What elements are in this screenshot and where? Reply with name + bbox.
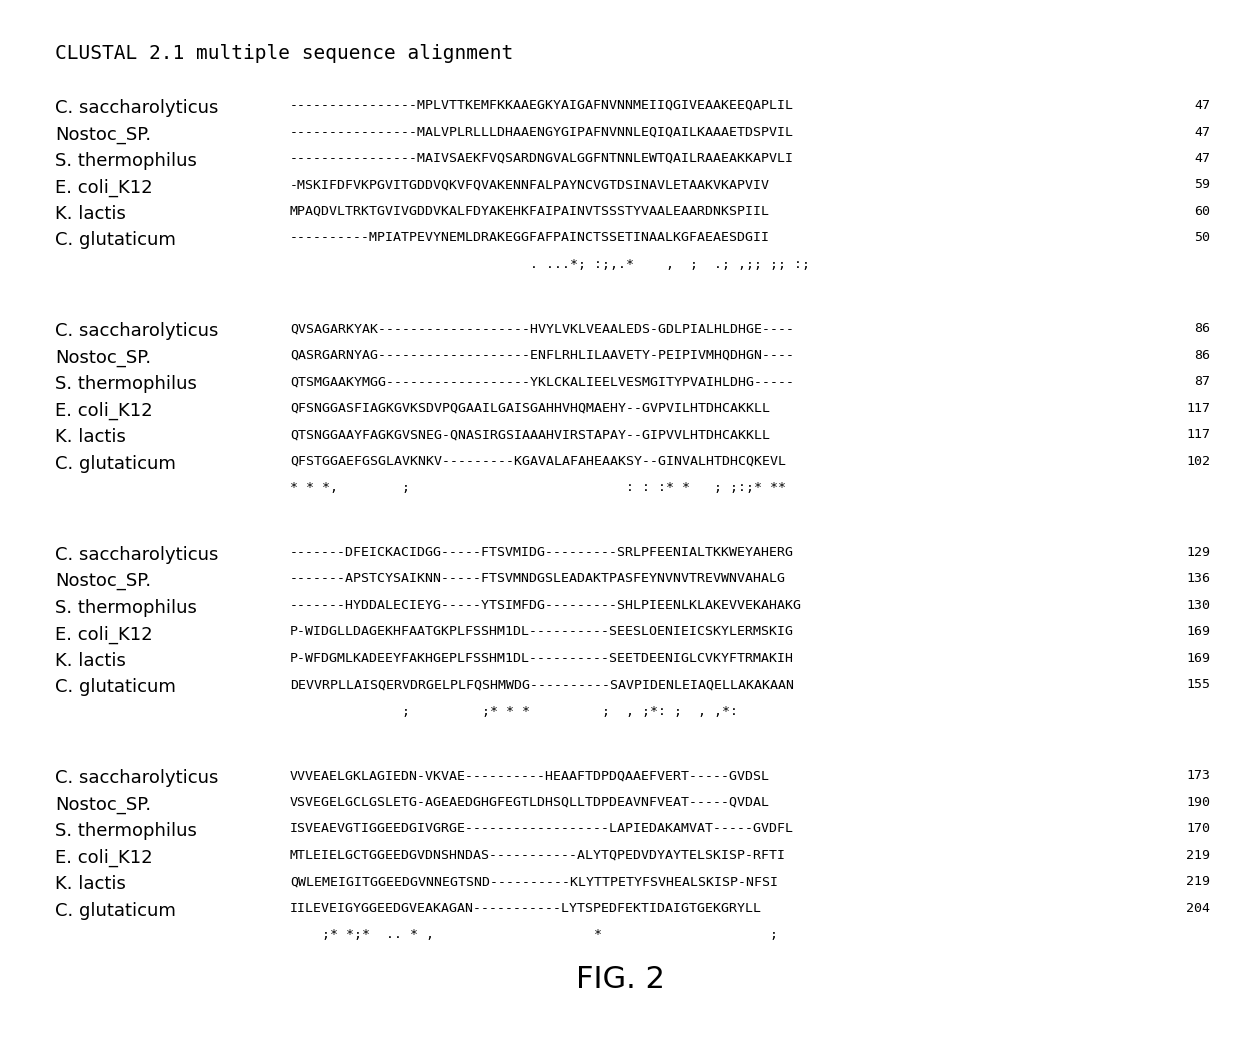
Text: P-WFDGMLKADEEYFAKHGEPLFSSHM1DL----------SEETDEENIGLCVKYFTRMAKIH: P-WFDGMLKADEEYFAKHGEPLFSSHM1DL----------…: [290, 652, 794, 665]
Text: -------APSTCYSAIKNN-----FTSVMNDGSLEADAKTPASFEYNVNVTREVWNVAHALG: -------APSTCYSAIKNN-----FTSVMNDGSLEADAKT…: [290, 572, 786, 586]
Text: ;         ;* * *         ;  , ;*: ;  , ,*:: ; ;* * * ; , ;*: ; , ,*:: [290, 705, 738, 718]
Text: * * *,        ;                           : : :* *   ; ;:;* **: * * *, ; : : :* * ; ;:;* **: [290, 482, 786, 494]
Text: 173: 173: [1185, 769, 1210, 782]
Text: 170: 170: [1185, 822, 1210, 836]
Text: 204: 204: [1185, 902, 1210, 915]
Text: VVVEAELGKLAGIEDN-VKVAE----------HEAAFTDPDQAAEFVERT-----GVDSL: VVVEAELGKLAGIEDN-VKVAE----------HEAAFTDP…: [290, 769, 770, 782]
Text: CLUSTAL 2.1 multiple sequence alignment: CLUSTAL 2.1 multiple sequence alignment: [55, 44, 513, 63]
Text: 169: 169: [1185, 652, 1210, 665]
Text: QTSNGGAAYFAGKGVSNEG-QNASIRGSIAAAHVIRSTAPAY--GIPVVLHTDHCAKKLL: QTSNGGAAYFAGKGVSNEG-QNASIRGSIAAAHVIRSTAP…: [290, 429, 770, 442]
Text: QTSMGAAKYMGG------------------YKLCKALIEELVESMGITYPVAIHLDHG-----: QTSMGAAKYMGG------------------YKLCKALIEE…: [290, 375, 794, 389]
Text: Nostoc_SP.: Nostoc_SP.: [55, 796, 151, 814]
Text: MTLEIELGCTGGEEDGVDNSHNDAS-----------ALYTQPEDVDYAYTELSKISP-RFTI: MTLEIELGCTGGEEDGVDNSHNDAS-----------ALYT…: [290, 850, 786, 862]
Text: Nostoc_SP.: Nostoc_SP.: [55, 572, 151, 590]
Text: -------DFEICKACIDGG-----FTSVMIDG---------SRLPFEENIALTKKWEYAHERG: -------DFEICKACIDGG-----FTSVMIDG--------…: [290, 546, 794, 559]
Text: C. saccharolyticus: C. saccharolyticus: [55, 99, 218, 117]
Text: S. thermophilus: S. thermophilus: [55, 822, 197, 840]
Text: C. saccharolyticus: C. saccharolyticus: [55, 323, 218, 340]
Text: Nostoc_SP.: Nostoc_SP.: [55, 125, 151, 143]
Text: 59: 59: [1194, 178, 1210, 192]
Text: K. lactis: K. lactis: [55, 876, 126, 894]
Text: S. thermophilus: S. thermophilus: [55, 375, 197, 393]
Text: K. lactis: K. lactis: [55, 429, 126, 447]
Text: QASRGARNYAG-------------------ENFLRHLILAAVETY-PEIPIVMHQDHGN----: QASRGARNYAG-------------------ENFLRHLILA…: [290, 349, 794, 362]
Text: 47: 47: [1194, 152, 1210, 165]
Text: 50: 50: [1194, 232, 1210, 245]
Text: 129: 129: [1185, 546, 1210, 559]
Text: IILEVEIGYGGEEDGVEAKAGAN-----------LYTSPEDFEKTIDAIGTGEKGRYLL: IILEVEIGYGGEEDGVEAKAGAN-----------LYTSPE…: [290, 902, 763, 915]
Text: 117: 117: [1185, 402, 1210, 415]
Text: ;* *;*  .. * ,                    *                     ;: ;* *;* .. * , * ;: [290, 929, 777, 941]
Text: E. coli_K12: E. coli_K12: [55, 402, 153, 421]
Text: 60: 60: [1194, 204, 1210, 218]
Text: FIG. 2: FIG. 2: [575, 965, 665, 994]
Text: 130: 130: [1185, 599, 1210, 612]
Text: 219: 219: [1185, 876, 1210, 889]
Text: K. lactis: K. lactis: [55, 204, 126, 223]
Text: 47: 47: [1194, 125, 1210, 138]
Text: DEVVRPLLAISQERVDRGELPLFQSHMWDG----------SAVPIDENLEIAQELLAKAKAAN: DEVVRPLLAISQERVDRGELPLFQSHMWDG----------…: [290, 679, 794, 691]
Text: -------HYDDALECIEYG-----YTSIMFDG---------SHLPIEENLKLAKEVVEKAHAKG: -------HYDDALECIEYG-----YTSIMFDG--------…: [290, 599, 802, 612]
Text: C. saccharolyticus: C. saccharolyticus: [55, 769, 218, 787]
Text: C. glutaticum: C. glutaticum: [55, 902, 176, 920]
Text: P-WIDGLLDAGEKHFAATGKPLFSSHM1DL----------SEESLOENIEICSKYLERMSKIG: P-WIDGLLDAGEKHFAATGKPLFSSHM1DL----------…: [290, 625, 794, 639]
Text: . ...*; :;,.*    ,  ;  .; ,;; ;; :;: . ...*; :;,.* , ; .; ,;; ;; :;: [290, 258, 810, 271]
Text: C. saccharolyticus: C. saccharolyticus: [55, 546, 218, 564]
Text: C. glutaticum: C. glutaticum: [55, 232, 176, 250]
Text: 219: 219: [1185, 850, 1210, 862]
Text: QVSAGARKYAK-------------------HVYLVKLVEAALEDS-GDLPIALHLDHGE----: QVSAGARKYAK-------------------HVYLVKLVEA…: [290, 323, 794, 335]
Text: QFSNGGASFIAGKGVKSDVPQGAAILGAISGAHHVHQMAEHY--GVPVILHTDHCAKKLL: QFSNGGASFIAGKGVKSDVPQGAAILGAISGAHHVHQMAE…: [290, 402, 770, 415]
Text: ISVEAEVGTIGGEEDGIVGRGE------------------LAPIEDAKAMVAT-----GVDFL: ISVEAEVGTIGGEEDGIVGRGE------------------…: [290, 822, 794, 836]
Text: QFSTGGAEFGSGLAVKNKV---------KGAVALAFAHEAAKSY--GINVALHTDHCQKEVL: QFSTGGAEFGSGLAVKNKV---------KGAVALAFAHEA…: [290, 455, 786, 468]
Text: 117: 117: [1185, 429, 1210, 442]
Text: S. thermophilus: S. thermophilus: [55, 152, 197, 170]
Text: VSVEGELGCLGSLETG-AGEAEDGHGFEGTLDHSQLLTDPDEAVNFVEAT-----QVDAL: VSVEGELGCLGSLETG-AGEAEDGHGFEGTLDHSQLLTDP…: [290, 796, 770, 809]
Text: S. thermophilus: S. thermophilus: [55, 599, 197, 617]
Text: C. glutaticum: C. glutaticum: [55, 455, 176, 473]
Text: -MSKIFDFVKPGVITGDDVQKVFQVAKENNFALPAYNCVGTDSINAVLETAAKVKAPVIV: -MSKIFDFVKPGVITGDDVQKVFQVAKENNFALPAYNCVG…: [290, 178, 770, 192]
Text: 86: 86: [1194, 349, 1210, 362]
Text: 87: 87: [1194, 375, 1210, 389]
Text: QWLEMEIGITGGEEDGVNNEGTSND----------KLYTTPETYFSVHEALSKISP-NFSI: QWLEMEIGITGGEEDGVNNEGTSND----------KLYTT…: [290, 876, 777, 889]
Text: E. coli_K12: E. coli_K12: [55, 178, 153, 197]
Text: ----------------MALVPLRLLLDHAAENGYGIPAFNVNNLEQIQAILKAAAETDSPVIL: ----------------MALVPLRLLLDHAAENGYGIPAFN…: [290, 125, 794, 138]
Text: 86: 86: [1194, 323, 1210, 335]
Text: 155: 155: [1185, 679, 1210, 691]
Text: C. glutaticum: C. glutaticum: [55, 679, 176, 697]
Text: MPAQDVLTRKTGVIVGDDVKALFDYAKEHKFAIPAINVTSSSTYVAALEAARDNKSPIIL: MPAQDVLTRKTGVIVGDDVKALFDYAKEHKFAIPAINVTS…: [290, 204, 770, 218]
Text: ----------MPIATPEVYNEMLDRAKEGGFAFPAINCTSSETINAALKGFAEAESDGII: ----------MPIATPEVYNEMLDRAKEGGFAFPAINCTS…: [290, 232, 770, 245]
Text: 47: 47: [1194, 99, 1210, 112]
Text: Nostoc_SP.: Nostoc_SP.: [55, 349, 151, 367]
Text: 102: 102: [1185, 455, 1210, 468]
Text: ----------------MAIVSAEKFVQSARDNGVALGGFNTNNLEWTQAILRAAEAKKAPVLI: ----------------MAIVSAEKFVQSARDNGVALGGFN…: [290, 152, 794, 165]
Text: K. lactis: K. lactis: [55, 652, 126, 670]
Text: E. coli_K12: E. coli_K12: [55, 625, 153, 644]
Text: ----------------MPLVTTKEMFKKAAEGKYAIGAFNVNNMEIIQGIVEAAKEEQAPLIL: ----------------MPLVTTKEMFKKAAEGKYAIGAFN…: [290, 99, 794, 112]
Text: 136: 136: [1185, 572, 1210, 586]
Text: E. coli_K12: E. coli_K12: [55, 850, 153, 867]
Text: 190: 190: [1185, 796, 1210, 809]
Text: 169: 169: [1185, 625, 1210, 639]
